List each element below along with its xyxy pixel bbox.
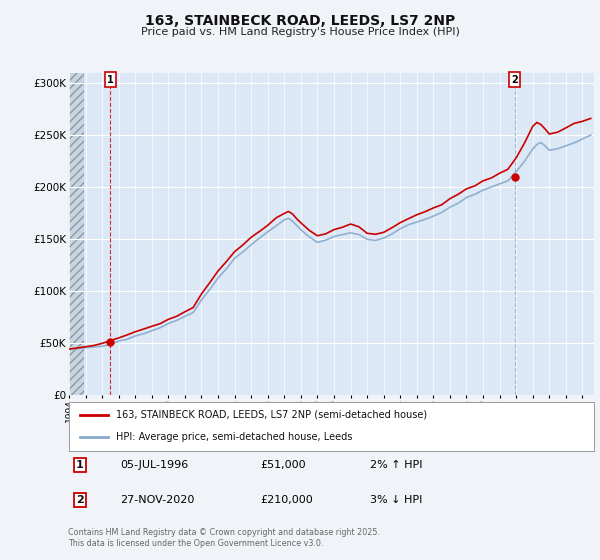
Text: HPI: Average price, semi-detached house, Leeds: HPI: Average price, semi-detached house,… [116,432,353,442]
Text: 3% ↓ HPI: 3% ↓ HPI [370,495,422,505]
Text: £51,000: £51,000 [260,460,305,470]
Text: 2: 2 [511,75,518,85]
Text: 163, STAINBECK ROAD, LEEDS, LS7 2NP: 163, STAINBECK ROAD, LEEDS, LS7 2NP [145,14,455,28]
Text: Contains HM Land Registry data © Crown copyright and database right 2025.
This d: Contains HM Land Registry data © Crown c… [68,528,380,548]
Bar [69,73,84,395]
Text: 1: 1 [107,75,114,85]
Text: 2% ↑ HPI: 2% ↑ HPI [370,460,422,470]
Text: 1: 1 [76,460,84,470]
Text: 05-JUL-1996: 05-JUL-1996 [120,460,188,470]
Text: Price paid vs. HM Land Registry's House Price Index (HPI): Price paid vs. HM Land Registry's House … [140,27,460,37]
Text: 2: 2 [76,495,84,505]
Text: 163, STAINBECK ROAD, LEEDS, LS7 2NP (semi-detached house): 163, STAINBECK ROAD, LEEDS, LS7 2NP (sem… [116,410,427,420]
Text: £210,000: £210,000 [260,495,313,505]
Text: 27-NOV-2020: 27-NOV-2020 [120,495,194,505]
